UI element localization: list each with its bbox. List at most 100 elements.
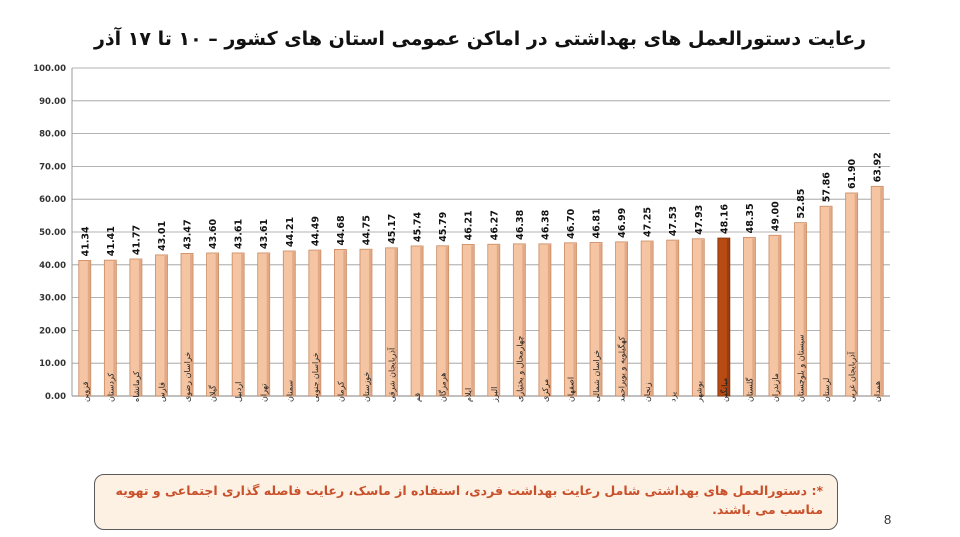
x-tick-label: مرکزی — [541, 379, 550, 402]
x-tick-label: ایلام — [464, 388, 473, 402]
data-label: 46.21 — [464, 210, 475, 240]
bar-shade — [547, 244, 551, 396]
data-label: 43.01 — [157, 221, 168, 251]
data-label: 45.17 — [387, 214, 398, 244]
bar-shade — [215, 253, 219, 396]
data-label: 47.93 — [694, 205, 705, 235]
bar — [589, 242, 603, 397]
bar — [615, 241, 628, 397]
bar-shade — [138, 259, 142, 396]
bar — [103, 259, 117, 397]
data-label: 48.35 — [745, 203, 756, 233]
x-tick-label: گیلان — [208, 385, 218, 402]
x-tick-label: سیستان و بلوچستان — [797, 334, 806, 402]
data-label: 52.85 — [796, 189, 807, 219]
y-tick-label: 50.00 — [39, 228, 66, 238]
x-tick-label: خراسان شمالی — [592, 350, 601, 402]
bar — [129, 258, 143, 397]
bar — [640, 240, 654, 397]
data-label: 43.61 — [234, 219, 245, 249]
y-tick-label: 20.00 — [39, 326, 66, 336]
footnote-text: *: دستورالعمل های بهداشتی شامل رعایت بهد… — [115, 483, 823, 517]
data-label: 61.90 — [847, 159, 858, 189]
data-label: 43.47 — [183, 219, 194, 249]
bar-shade — [394, 248, 398, 396]
x-tick-label: اردبیل — [234, 382, 243, 402]
bar-shade — [854, 193, 858, 396]
bar-shade — [573, 243, 576, 396]
y-tick-label: 90.00 — [39, 97, 66, 107]
x-tick-label: خوزستان — [362, 372, 371, 402]
y-tick-label: 100.00 — [33, 64, 66, 74]
bar — [794, 222, 807, 397]
bar-shade — [624, 242, 628, 396]
bar-shade — [445, 246, 449, 396]
bar-shade — [803, 223, 807, 396]
bar — [359, 248, 373, 397]
data-label: 47.25 — [643, 207, 654, 237]
bar — [768, 234, 782, 397]
bar — [666, 239, 680, 397]
bar — [257, 252, 271, 397]
bar-shade — [777, 236, 781, 396]
bar-shade — [190, 254, 193, 396]
x-tick-label: میانگین — [719, 378, 729, 402]
chart-title: رعایت دستورالعمل های بهداشتی در اماکن عم… — [93, 28, 867, 50]
data-label: 46.38 — [540, 209, 551, 239]
y-tick-label: 80.00 — [39, 130, 66, 140]
data-label: 63.92 — [873, 152, 884, 182]
x-tick-label: فارس — [157, 382, 166, 402]
data-label: 44.68 — [336, 215, 347, 245]
bar-shade — [113, 261, 116, 396]
x-tick-label: هرمزگان — [438, 373, 448, 402]
data-label: 49.00 — [770, 201, 781, 231]
data-label: 46.27 — [489, 210, 500, 240]
bar-shade — [675, 241, 679, 396]
x-tick-label: کردستان — [106, 373, 115, 402]
x-tick-label: آذربایجان غربی — [847, 351, 857, 402]
x-tick-label: قزوین — [81, 381, 90, 402]
x-tick-label: چهارمحال و بختیاری — [515, 336, 524, 402]
bar-shade — [471, 245, 474, 396]
data-label: 46.38 — [515, 209, 526, 239]
bar — [845, 192, 859, 397]
bar — [538, 243, 552, 397]
x-tick-label: آذربایجان شرقی — [387, 347, 397, 402]
x-tick-label: سمنان — [285, 380, 294, 402]
data-label: 46.70 — [566, 208, 577, 238]
x-tick-label: خراسان رضوی — [183, 352, 192, 402]
x-tick-label: کهگیلویه و بویراحمد — [617, 336, 627, 402]
x-tick-label: همدان — [873, 381, 882, 402]
bar — [487, 243, 501, 397]
x-tick-label: یزد — [669, 392, 678, 402]
x-tick-label: گلستان — [744, 377, 754, 402]
bar — [564, 242, 577, 397]
page-number: 8 — [884, 512, 892, 527]
x-tick-label: اصفهان — [566, 377, 575, 402]
bar — [180, 253, 194, 397]
bar — [155, 254, 168, 397]
bar — [819, 205, 833, 397]
bar-shade — [343, 250, 346, 396]
y-tick-label: 30.00 — [39, 294, 66, 304]
data-label: 41.41 — [106, 226, 117, 256]
data-label: 41.77 — [131, 225, 142, 255]
data-label: 43.61 — [259, 219, 270, 249]
bar-shade — [599, 243, 602, 396]
x-tick-label: خراسان جنوبی — [311, 352, 320, 402]
bar — [231, 252, 245, 397]
bar — [436, 245, 450, 397]
bar — [206, 252, 219, 397]
bar-shade — [241, 253, 244, 396]
x-tick-label: لرستان — [822, 378, 831, 402]
x-tick-label: قم — [413, 393, 422, 402]
bar-shade — [87, 261, 91, 396]
x-tick-label: تهران — [260, 384, 269, 402]
x-tick-label: البرز — [490, 387, 499, 403]
bar — [308, 249, 322, 397]
y-tick-label: 0.00 — [45, 392, 66, 402]
data-label: 48.16 — [719, 204, 730, 234]
bar — [385, 247, 398, 397]
bar — [78, 260, 92, 397]
